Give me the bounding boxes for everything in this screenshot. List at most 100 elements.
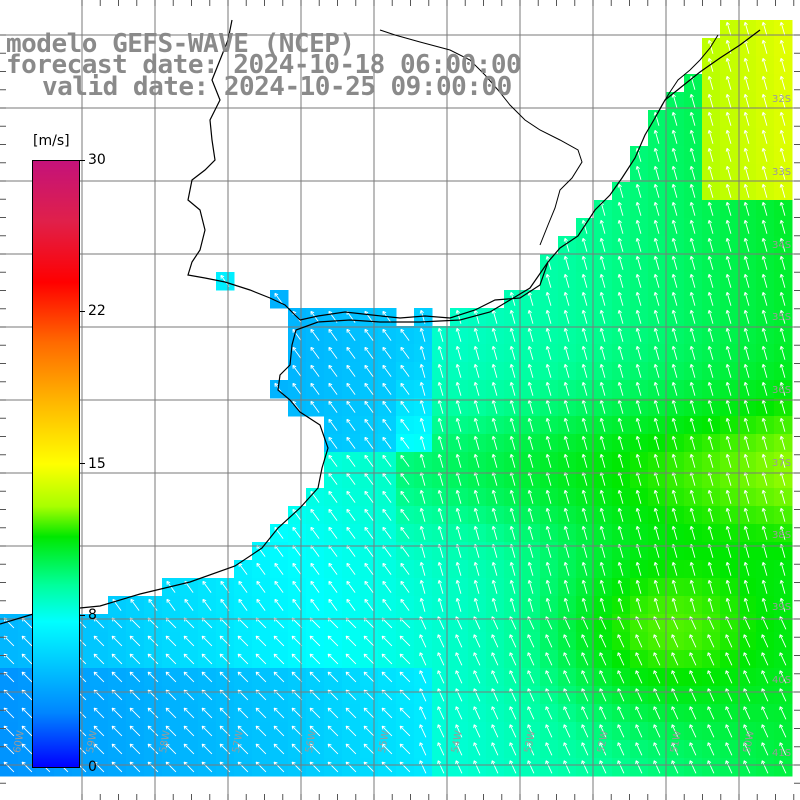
wind-arrow <box>527 724 535 738</box>
wind-arrow <box>545 417 552 432</box>
wind-arrow <box>635 183 642 198</box>
wind-arrow <box>400 436 410 449</box>
wind-arrow <box>725 21 732 36</box>
colorbar-tick-22: 22 <box>88 303 106 319</box>
wind-arrow <box>725 93 732 108</box>
wind-arrow <box>671 201 678 216</box>
wind-arrow <box>671 309 678 324</box>
wind-arrow <box>346 508 356 521</box>
wind-arrow <box>689 597 696 612</box>
wind-arrow <box>689 525 696 540</box>
wind-arrow <box>707 111 714 126</box>
wind-arrow <box>111 671 123 683</box>
wind-arrow <box>346 382 356 395</box>
wind-arrow <box>653 706 661 720</box>
wind-arrow <box>725 435 732 450</box>
wind-arrow <box>419 706 427 720</box>
wind-arrow <box>617 597 624 612</box>
wind-arrow <box>725 561 732 576</box>
wind-arrow <box>455 561 462 576</box>
wind-arrow <box>725 652 733 666</box>
wind-arrow <box>689 489 696 504</box>
wind-arrow <box>473 597 480 612</box>
wind-arrow <box>671 579 678 594</box>
wind-arrow <box>327 653 339 665</box>
wind-arrow <box>581 561 588 576</box>
wind-arrow <box>689 724 697 738</box>
wind-arrow <box>455 634 463 648</box>
wind-arrow <box>707 129 714 144</box>
wind-arrow <box>689 579 696 594</box>
wind-arrow <box>382 346 392 359</box>
wind-arrow <box>255 671 267 683</box>
wind-arrow <box>743 399 750 414</box>
wind-arrow <box>382 454 392 467</box>
wind-arrow <box>761 21 768 36</box>
wind-arrow <box>779 579 786 594</box>
wind-arrow <box>581 724 589 738</box>
wind-arrow <box>509 634 517 648</box>
wind-arrow <box>473 507 480 522</box>
wind-arrow <box>292 526 302 539</box>
wind-arrow <box>599 309 606 324</box>
wind-arrow <box>563 363 570 378</box>
wind-arrow <box>599 489 606 504</box>
wind-arrow <box>653 724 661 738</box>
wind-arrow <box>599 706 607 720</box>
wind-arrow <box>364 418 374 431</box>
wind-arrow <box>653 579 660 594</box>
wind-arrow <box>617 435 624 450</box>
wind-arrow <box>509 381 516 396</box>
wind-arrow <box>545 435 552 450</box>
wind-arrow <box>292 580 302 593</box>
wind-arrow <box>419 363 426 378</box>
wind-arrow <box>545 706 553 720</box>
wind-arrow <box>237 725 249 737</box>
wind-arrow <box>93 725 105 737</box>
wind-arrow <box>382 418 392 431</box>
wind-arrow <box>328 382 338 395</box>
wind-arrow <box>400 526 410 539</box>
wind-arrow <box>653 309 660 324</box>
wind-arrow <box>671 760 679 774</box>
wind-arrow <box>599 579 606 594</box>
wind-arrow <box>743 561 750 576</box>
wind-arrow <box>274 580 284 593</box>
wind-arrow <box>346 364 356 377</box>
wind-arrow <box>545 489 552 504</box>
wind-arrow <box>437 724 445 738</box>
wind-arrow <box>563 291 570 306</box>
wind-arrow <box>581 255 588 270</box>
wind-arrow <box>581 579 588 594</box>
wind-arrow <box>563 435 570 450</box>
wind-arrow <box>382 400 392 413</box>
wind-arrow <box>545 327 552 342</box>
wind-arrow <box>689 147 696 162</box>
wind-arrow <box>419 399 426 414</box>
wind-arrow <box>111 635 123 647</box>
wind-arrow <box>671 399 678 414</box>
wind-arrow <box>653 561 660 576</box>
wind-arrow <box>743 579 750 594</box>
wind-arrow <box>364 346 374 359</box>
wind-arrow <box>617 417 624 432</box>
wind-arrow <box>725 417 732 432</box>
wind-arrow <box>653 273 660 288</box>
wind-arrow <box>527 381 534 396</box>
wind-arrow <box>617 634 625 648</box>
wind-arrow <box>363 743 375 755</box>
wind-arrow <box>491 417 498 432</box>
wind-arrow <box>761 345 768 360</box>
wind-arrow <box>201 635 213 647</box>
wind-arrow <box>707 489 714 504</box>
wind-arrow <box>635 634 643 648</box>
wind-arrow <box>328 472 338 485</box>
wind-arrow <box>473 561 480 576</box>
wind-arrow <box>635 760 643 774</box>
wind-arrow <box>743 489 750 504</box>
wind-arrow <box>382 526 392 539</box>
wind-arrow <box>707 597 714 612</box>
wind-arrow <box>743 363 750 378</box>
wind-arrow <box>364 598 374 611</box>
wind-arrow <box>689 742 697 756</box>
